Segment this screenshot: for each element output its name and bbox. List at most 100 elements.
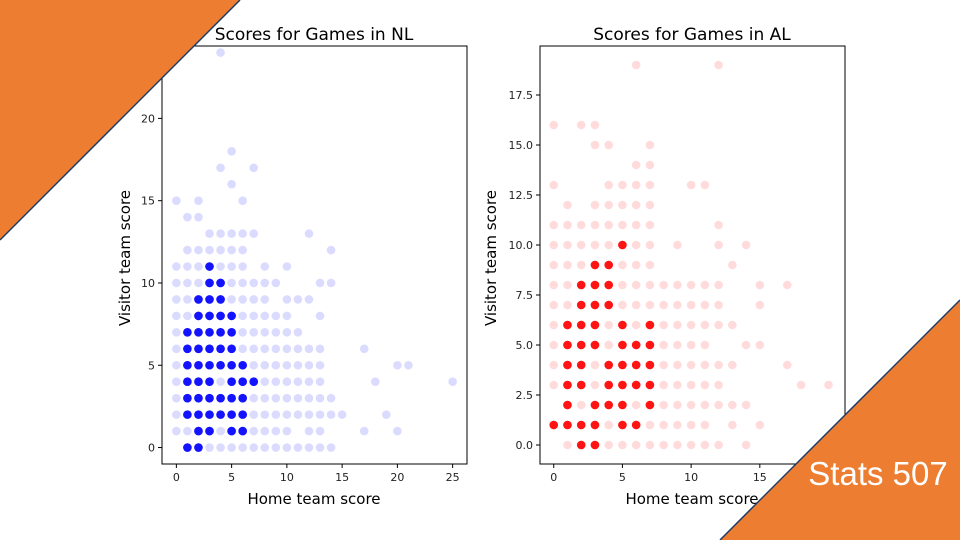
nl-data-point: [183, 311, 192, 321]
al-data-point: [659, 420, 668, 430]
al-dense-point: [631, 360, 641, 370]
nl-data-point: [260, 360, 270, 370]
al-data-point: [741, 340, 751, 350]
al-data-point: [618, 440, 627, 450]
nl-data-point: [315, 410, 325, 419]
nl-dense-point: [249, 377, 259, 387]
al-data-point: [686, 300, 696, 310]
al-dense-point: [618, 340, 627, 350]
nl-dense-point: [216, 295, 225, 304]
al-data-point: [755, 300, 765, 310]
al-dense-point: [604, 400, 613, 410]
al-data-point: [563, 260, 572, 270]
nl-data-point: [216, 443, 225, 452]
nl-dense-point: [227, 311, 236, 321]
al-data-point: [549, 300, 559, 310]
nl-data-point: [282, 295, 292, 304]
top-left-accent-edge: [0, 0, 241, 241]
nl-data-point: [216, 426, 225, 436]
nl-dense-point: [194, 377, 203, 387]
nl-y-tick-label: 5: [148, 359, 155, 372]
bottom-right-accent-edge: [719, 299, 960, 540]
nl-dense-point: [227, 360, 236, 370]
al-x-tick-label: 0: [550, 471, 557, 484]
nl-data-point: [238, 245, 247, 255]
al-data-point: [673, 440, 682, 450]
nl-data-point: [315, 344, 325, 354]
al-data-point: [631, 440, 641, 450]
nl-dense-point: [194, 410, 203, 419]
nl-data-point: [271, 344, 281, 354]
al-data-point: [645, 260, 655, 270]
nl-dense-point: [205, 344, 214, 354]
nl-dense-point: [205, 377, 214, 387]
al-data-point: [673, 400, 682, 410]
nl-data-point: [194, 262, 203, 271]
nl-data-point: [271, 426, 281, 436]
al-data-point: [700, 280, 710, 290]
al-data-point: [673, 320, 682, 330]
nl-data-point: [326, 393, 336, 403]
nl-data-point: [183, 262, 192, 271]
al-data-point: [645, 160, 655, 170]
al-y-tick-label: 15.0: [509, 139, 534, 152]
al-data-point: [549, 320, 559, 330]
nl-data-point: [282, 328, 292, 337]
al-data-point: [700, 380, 710, 390]
al-data-point: [631, 260, 641, 270]
nl-plot-frame: [161, 45, 468, 465]
nl-data-point: [315, 377, 325, 387]
nl-dense-point: [216, 311, 225, 321]
al-y-axis-label: Visitor team score: [482, 190, 500, 326]
nl-dense-point: [238, 377, 247, 387]
nl-data-point: [249, 393, 259, 403]
nl-data-point: [205, 245, 214, 255]
nl-y-tick-label: 0: [148, 442, 155, 455]
al-data-point: [782, 360, 792, 370]
al-data-point: [686, 400, 696, 410]
nl-dense-point: [216, 410, 225, 419]
nl-data-point: [315, 426, 325, 436]
nl-data-point: [238, 443, 247, 452]
nl-data-point: [293, 377, 303, 387]
nl-x-tick-label: 5: [228, 471, 235, 484]
al-y-tick-label: 17.5: [509, 89, 534, 102]
al-data-point: [796, 380, 806, 390]
al-data-point: [631, 280, 641, 290]
nl-data-point: [249, 344, 259, 354]
nl-data-point: [293, 443, 303, 452]
nl-data-point: [216, 163, 225, 173]
nl-dense-point: [205, 426, 214, 436]
al-data-point: [604, 220, 613, 230]
al-data-point: [631, 320, 641, 330]
al-data-point: [645, 280, 655, 290]
nl-data-point: [260, 262, 270, 271]
nl-dense-point: [194, 393, 203, 403]
nl-x-tick-label: 10: [280, 471, 294, 484]
nl-chart-title: Scores for Games in NL: [215, 25, 414, 45]
al-data-point: [631, 200, 641, 210]
al-data-point: [673, 240, 682, 250]
nl-data-point: [282, 360, 292, 370]
nl-data-point: [227, 229, 236, 238]
nl-data-point: [227, 245, 236, 255]
al-data-point: [686, 380, 696, 390]
al-data-point: [631, 60, 641, 70]
nl-data-point: [249, 426, 259, 436]
al-dense-point: [631, 420, 641, 430]
al-data-point: [700, 440, 710, 450]
nl-x-ticks: 0 5 10 15 20 25: [173, 464, 460, 484]
al-data-point: [604, 200, 613, 210]
al-data-point: [659, 400, 668, 410]
al-data-point: [563, 300, 572, 310]
al-data-point: [576, 400, 586, 410]
nl-data-point: [260, 443, 270, 452]
al-dense-point: [645, 340, 655, 350]
al-dense-point: [645, 360, 655, 370]
nl-data-point: [260, 377, 270, 387]
nl-data-point: [227, 443, 236, 452]
nl-dense-point: [216, 328, 225, 337]
nl-dense-point: [183, 393, 192, 403]
al-data-point: [549, 220, 559, 230]
